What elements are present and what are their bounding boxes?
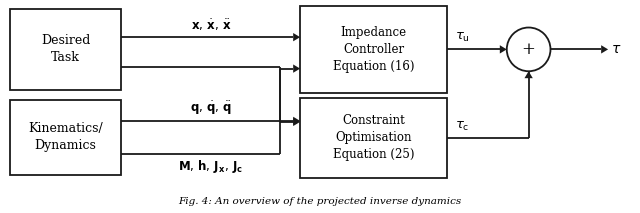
Text: Desired
Task: Desired Task: [41, 34, 90, 64]
Text: $\mathbf{q},\, \dot{\mathbf{q}},\, \ddot{\mathbf{q}}$: $\mathbf{q},\, \dot{\mathbf{q}},\, \ddot…: [189, 99, 232, 117]
Text: $\tau_\mathrm{c}$: $\tau_\mathrm{c}$: [455, 120, 470, 133]
Text: Constraint
Optimisation
Equation (25): Constraint Optimisation Equation (25): [333, 114, 414, 161]
Polygon shape: [601, 45, 608, 53]
Polygon shape: [500, 45, 507, 53]
Polygon shape: [293, 65, 300, 73]
Polygon shape: [293, 117, 300, 125]
Polygon shape: [293, 118, 300, 126]
Text: $\mathbf{M},\, \mathbf{h},\, \mathbf{J}_\mathbf{x},\, \mathbf{J}_\mathbf{c}$: $\mathbf{M},\, \mathbf{h},\, \mathbf{J}_…: [179, 158, 243, 175]
Text: +: +: [522, 41, 536, 58]
Bar: [10, 9, 122, 90]
Polygon shape: [293, 33, 300, 41]
Text: $\tau_\mathrm{u}$: $\tau_\mathrm{u}$: [455, 31, 470, 44]
Circle shape: [507, 27, 550, 71]
Polygon shape: [524, 71, 533, 78]
Bar: [300, 6, 447, 93]
Bar: [10, 100, 122, 174]
Text: Fig. 4: An overview of the projected inverse dynamics: Fig. 4: An overview of the projected inv…: [179, 197, 461, 206]
Text: $\mathbf{x},\, \dot{\mathbf{x}},\, \ddot{\mathbf{x}}$: $\mathbf{x},\, \dot{\mathbf{x}},\, \ddot…: [191, 18, 231, 33]
Text: Kinematics/
Dynamics: Kinematics/ Dynamics: [28, 122, 103, 152]
Text: $\tau$: $\tau$: [611, 42, 621, 56]
Text: Impedance
Controller
Equation (16): Impedance Controller Equation (16): [333, 26, 414, 73]
Bar: [300, 98, 447, 177]
